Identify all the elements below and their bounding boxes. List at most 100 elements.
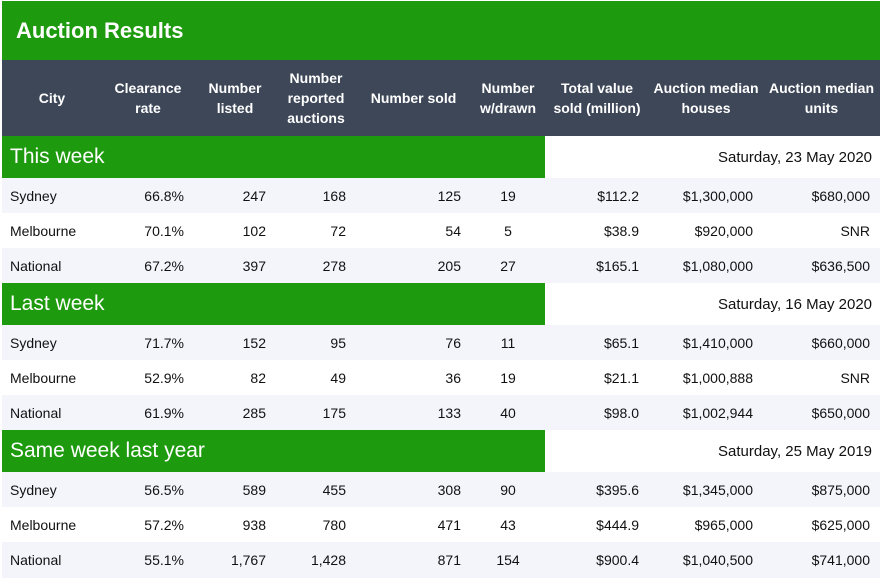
auction-results-table: City Clearance rate Number listed Number…: [2, 60, 880, 577]
cell-reported-auctions: 72: [330, 222, 346, 239]
cell-withdrawn: 19: [500, 369, 516, 386]
cell-city: National: [2, 395, 102, 430]
cell-number-listed: 1,767: [194, 542, 276, 577]
cell-median-units: $741,000: [763, 542, 880, 577]
cell-number-sold: 133: [356, 395, 471, 430]
cell-number-listed: 152: [194, 325, 276, 360]
cell-number-listed: 247: [194, 178, 276, 213]
cell-number-sold: 54: [445, 222, 461, 239]
cell-median-units: $650,000: [763, 395, 880, 430]
section-date: Saturday, 25 May 2019: [545, 430, 880, 472]
cell-median-houses: $1,345,000: [649, 472, 763, 507]
cell-median-units: $680,000: [763, 178, 880, 213]
column-header-reported-auctions: Number reported auctions: [276, 60, 356, 136]
cell-median-houses: $920,000: [694, 222, 753, 239]
cell-total-value: $112.2: [545, 178, 649, 213]
table-row: National 67.2% 397 278 205 27 $165.1 $1,080,000…: [2, 248, 880, 283]
table-header: City Clearance rate Number listed Number…: [2, 60, 880, 136]
cell-city: Melbourne: [10, 516, 77, 533]
column-header-number-listed: Number listed: [194, 60, 276, 136]
cell-number-listed: 938: [242, 516, 266, 533]
cell-median-units: $636,500: [763, 248, 880, 283]
cell-median-houses: $1,002,944: [649, 395, 763, 430]
cell-number-sold: 471: [437, 516, 461, 533]
cell-withdrawn: 154: [471, 542, 545, 577]
cell-median-units: SNR: [840, 369, 870, 386]
cell-clearance-rate: 71.7%: [102, 325, 194, 360]
cell-city: Melbourne: [10, 222, 77, 239]
cell-city: Sydney: [2, 325, 102, 360]
section-date: Saturday, 23 May 2020: [545, 136, 880, 178]
cell-number-sold: 308: [356, 472, 471, 507]
cell-city: Sydney: [2, 178, 102, 213]
cell-clearance-rate: 70.1%: [144, 222, 184, 239]
cell-city: Sydney: [2, 472, 102, 507]
section-date: Saturday, 16 May 2020: [545, 283, 880, 325]
cell-number-sold: 76: [356, 325, 471, 360]
table-row: Melbourne 70.1% 102 72 54 5 $38.9 $920,000 SNR: [2, 213, 880, 248]
cell-city: National: [2, 248, 102, 283]
section-title: Last week: [2, 283, 545, 325]
cell-reported-auctions: 278: [276, 248, 356, 283]
cell-clearance-rate: 52.9%: [144, 369, 184, 386]
cell-clearance-rate: 66.8%: [102, 178, 194, 213]
cell-total-value: $98.0: [545, 395, 649, 430]
cell-reported-auctions: 95: [276, 325, 356, 360]
cell-clearance-rate: 56.5%: [102, 472, 194, 507]
cell-clearance-rate: 55.1%: [102, 542, 194, 577]
table-row: Sydney 56.5% 589 455 308 90 $395.6 $1,345,000 $8…: [2, 472, 880, 507]
section-title: Same week last year: [2, 430, 545, 472]
cell-withdrawn: 5: [504, 222, 512, 239]
table-row: National 61.9% 285 175 133 40 $98.0 $1,002,944 $…: [2, 395, 880, 430]
section-header-row: Last week Saturday, 16 May 2020: [2, 283, 880, 325]
cell-total-value: $38.9: [603, 222, 639, 239]
cell-number-sold: 205: [356, 248, 471, 283]
table-row: National 55.1% 1,767 1,428 871 154 $900.4 $1,04…: [2, 542, 880, 577]
column-header-city: City: [2, 60, 102, 136]
cell-median-units: $875,000: [763, 472, 880, 507]
cell-median-units: SNR: [840, 222, 870, 239]
cell-median-houses: $1,000,888: [682, 369, 753, 386]
cell-withdrawn: 90: [471, 472, 545, 507]
cell-withdrawn: 11: [471, 325, 545, 360]
section-header-row: This week Saturday, 23 May 2020: [2, 136, 880, 178]
cell-number-sold: 36: [445, 369, 461, 386]
section-header-row: Same week last year Saturday, 25 May 2019: [2, 430, 880, 472]
cell-reported-auctions: 1,428: [276, 542, 356, 577]
column-header-withdrawn: Number w/drawn: [471, 60, 545, 136]
cell-median-houses: $1,040,500: [649, 542, 763, 577]
cell-total-value: $65.1: [545, 325, 649, 360]
table-row: Melbourne 52.9% 82 49 36 19 $21.1 $1,000,888 SNR: [2, 360, 880, 395]
cell-withdrawn: 27: [471, 248, 545, 283]
cell-number-sold: 871: [356, 542, 471, 577]
cell-withdrawn: 43: [500, 516, 516, 533]
cell-median-houses: $965,000: [694, 516, 753, 533]
cell-total-value: $165.1: [545, 248, 649, 283]
cell-median-houses: $1,080,000: [649, 248, 763, 283]
cell-reported-auctions: 175: [276, 395, 356, 430]
table-row: Sydney 71.7% 152 95 76 11 $65.1 $1,410,000 $660,…: [2, 325, 880, 360]
cell-reported-auctions: 49: [330, 369, 346, 386]
cell-number-listed: 589: [194, 472, 276, 507]
cell-reported-auctions: 780: [322, 516, 346, 533]
column-header-median-houses: Auction median houses: [649, 60, 763, 136]
column-header-clearance-rate: Clearance rate: [102, 60, 194, 136]
column-header-total-value: Total value sold (million): [545, 60, 649, 136]
cell-total-value: $21.1: [603, 369, 639, 386]
cell-reported-auctions: 168: [276, 178, 356, 213]
cell-reported-auctions: 455: [276, 472, 356, 507]
cell-withdrawn: 40: [471, 395, 545, 430]
table-bottom-edge: [2, 575, 880, 578]
section-title: This week: [2, 136, 545, 178]
cell-clearance-rate: 67.2%: [102, 248, 194, 283]
table-body: This week Saturday, 23 May 2020 Sydney 66.8…: [2, 136, 880, 577]
table-row: Melbourne 57.2% 938 780 471 43 $444.9 $965,000 $…: [2, 507, 880, 542]
cell-clearance-rate: 57.2%: [144, 516, 184, 533]
cell-total-value: $900.4: [545, 542, 649, 577]
cell-total-value: $444.9: [596, 516, 639, 533]
cell-number-listed: 102: [242, 222, 266, 239]
cell-median-houses: $1,300,000: [649, 178, 763, 213]
cell-number-sold: 125: [356, 178, 471, 213]
page-title: Auction Results: [2, 1, 880, 60]
cell-total-value: $395.6: [545, 472, 649, 507]
